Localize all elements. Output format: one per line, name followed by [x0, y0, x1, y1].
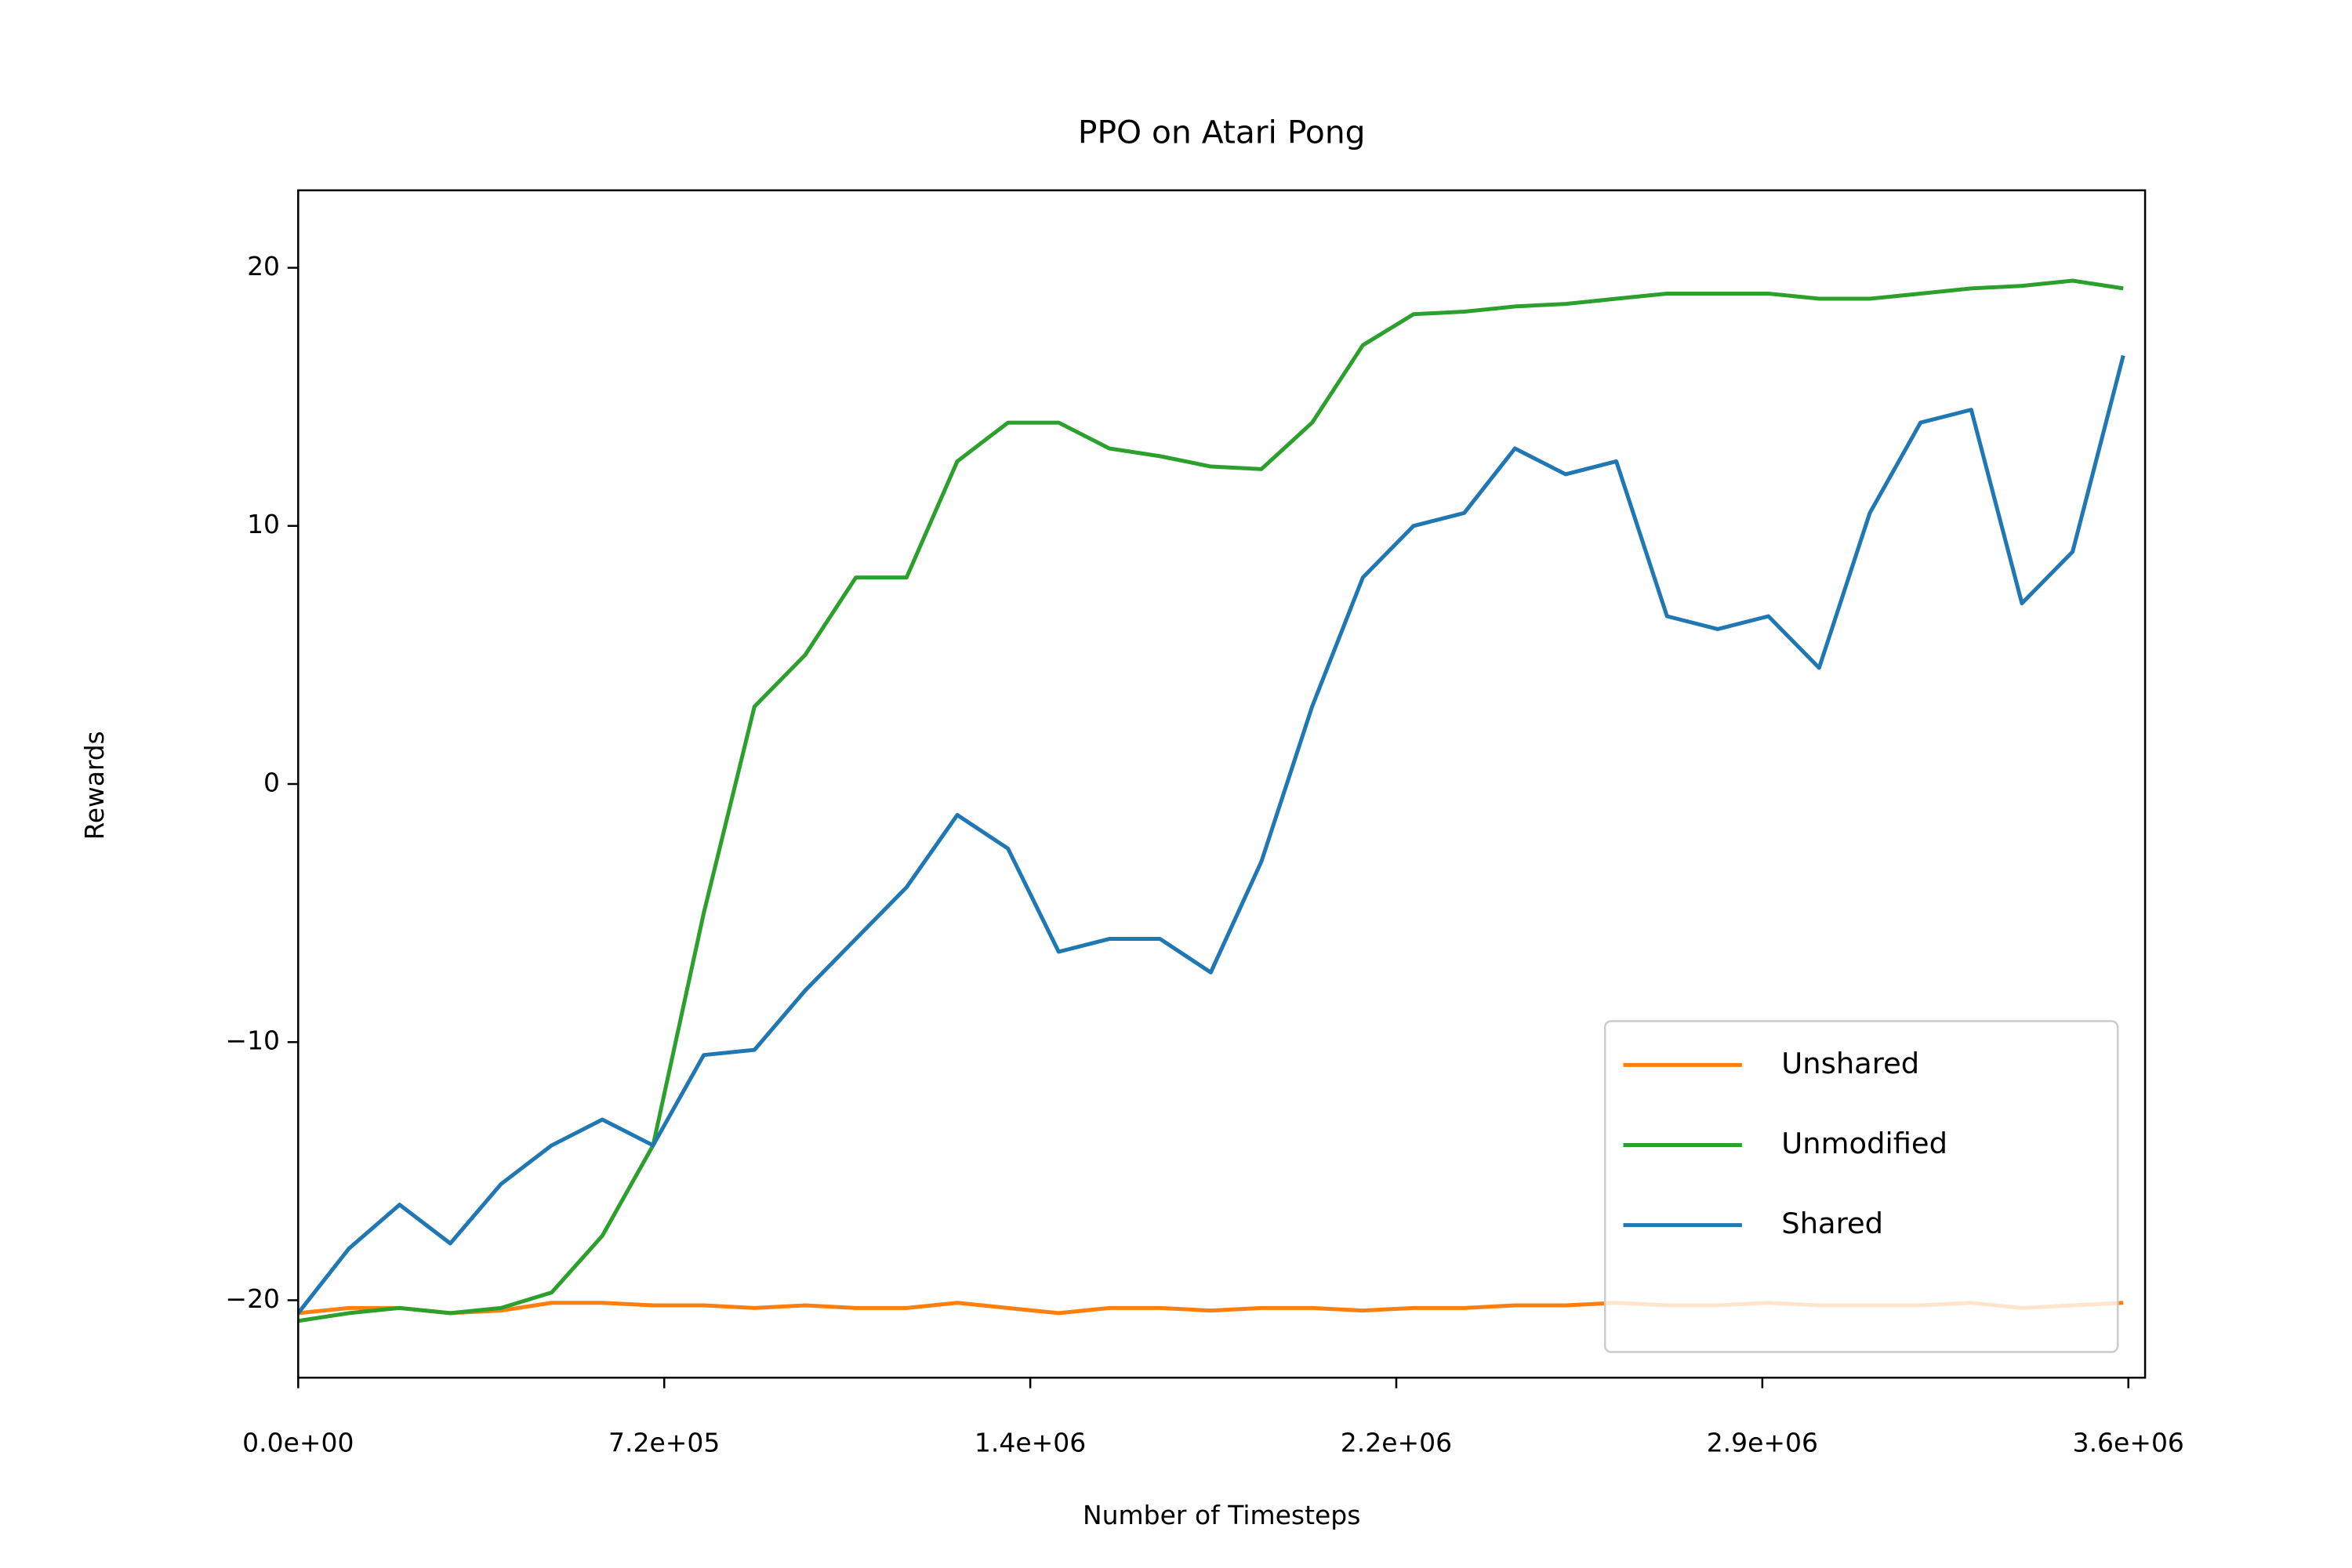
y-tick-label: −10	[225, 1025, 280, 1056]
chart-title: PPO on Atari Pong	[1078, 114, 1366, 151]
x-tick-label: 7.2e+05	[608, 1428, 720, 1458]
y-tick-label: 0	[263, 768, 280, 798]
x-tick-label: 1.4e+06	[975, 1428, 1086, 1458]
legend-box	[1603, 1020, 2119, 1353]
plot-frame	[297, 189, 2147, 1379]
series-line	[298, 278, 2124, 1323]
legend-label: Unshared	[1781, 1047, 1919, 1080]
y-tick-label: 20	[247, 251, 280, 281]
legend-label: Unmodified	[1781, 1127, 1947, 1160]
series-line	[298, 354, 2125, 1315]
x-tick-label: 0.0e+00	[242, 1428, 354, 1458]
y-tick-label: 10	[247, 509, 280, 539]
x-tick-label: 2.2e+06	[1341, 1428, 1452, 1458]
x-tick-label: 2.9e+06	[1707, 1428, 1818, 1458]
legend-label: Shared	[1781, 1207, 1883, 1240]
y-axis-label: Rewards	[79, 731, 110, 840]
y-tick-label: −20	[225, 1283, 280, 1314]
x-tick-label: 3.6e+06	[2073, 1428, 2184, 1458]
x-axis-label: Number of Timesteps	[1083, 1500, 1360, 1530]
